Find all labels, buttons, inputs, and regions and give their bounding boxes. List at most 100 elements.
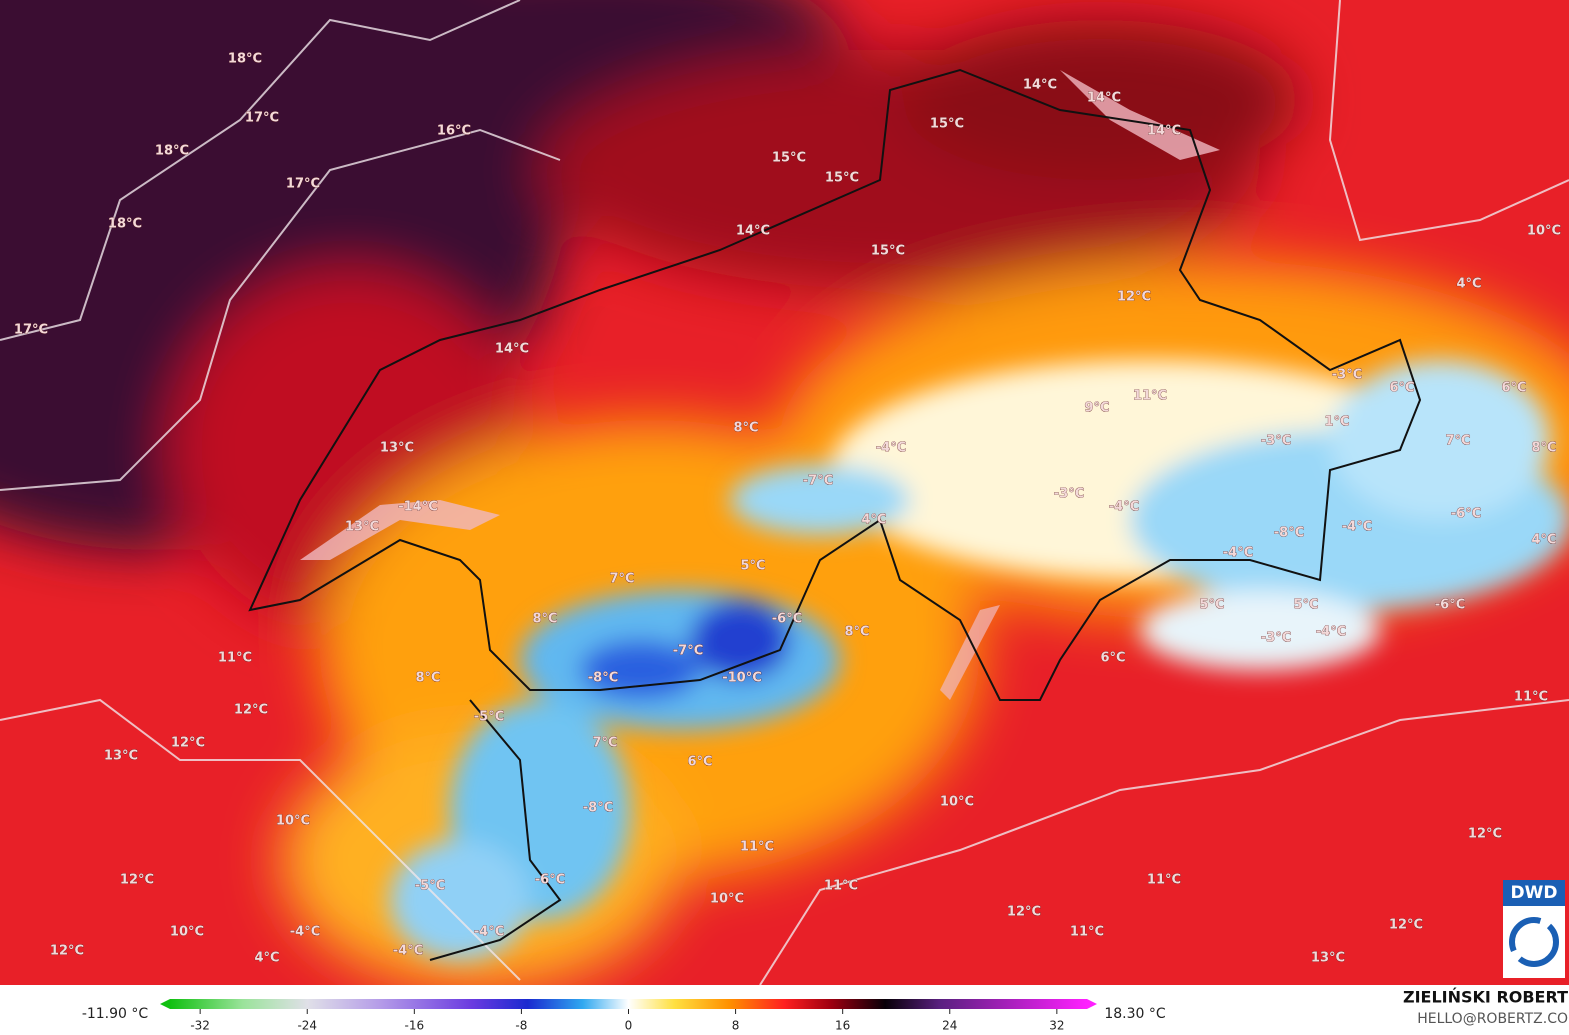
temperature-label: -4°C bbox=[1342, 520, 1372, 535]
temperature-label: 12°C bbox=[1389, 918, 1423, 933]
temperature-label: 10°C bbox=[170, 925, 204, 940]
temperature-label: -7°C bbox=[803, 474, 833, 489]
temperature-label: 15°C bbox=[825, 171, 859, 186]
temperature-label: 13°C bbox=[104, 749, 138, 764]
temperature-label: 18°C bbox=[108, 217, 142, 232]
colorbar-tick-label: -8 bbox=[515, 1019, 527, 1033]
temperature-label: 7°C bbox=[609, 572, 634, 587]
credit-contact: HELLO@ROBERTZ.CO bbox=[1417, 1011, 1568, 1027]
temperature-label: -8°C bbox=[583, 801, 613, 816]
temperature-label: 17°C bbox=[245, 111, 279, 126]
temperature-label: 8°C bbox=[532, 612, 557, 627]
temperature-label: -6°C bbox=[772, 612, 802, 627]
temperature-label: 12°C bbox=[1468, 827, 1502, 842]
temperature-label: -4°C bbox=[474, 925, 504, 940]
temperature-label: 5°C bbox=[1293, 598, 1318, 613]
temperature-label: 14°C bbox=[1147, 124, 1181, 139]
temperature-label: -4°C bbox=[290, 925, 320, 940]
temperature-label: 11°C bbox=[824, 879, 858, 894]
temperature-label: 14°C bbox=[1023, 78, 1057, 93]
temperature-label: 6°C bbox=[1389, 381, 1414, 396]
temperature-label: 10°C bbox=[276, 814, 310, 829]
temperature-label: 8°C bbox=[1531, 441, 1556, 456]
temperature-label: -3°C bbox=[1261, 434, 1291, 449]
temperature-label: 12°C bbox=[1007, 905, 1041, 920]
temperature-label: 4°C bbox=[861, 513, 886, 528]
colorbar-end bbox=[160, 999, 170, 1009]
temperature-label: 1°C bbox=[1324, 415, 1349, 430]
temperature-label: 6°C bbox=[1501, 381, 1526, 396]
dwd-logo-text: DWD bbox=[1511, 883, 1558, 903]
temperature-label: 13°C bbox=[380, 441, 414, 456]
temperature-label: 4°C bbox=[1531, 533, 1556, 548]
temperature-label: 11°C bbox=[218, 651, 252, 666]
temperature-label: -4°C bbox=[876, 441, 906, 456]
temperature-label: 12°C bbox=[120, 873, 154, 888]
temperature-label: -3°C bbox=[1261, 631, 1291, 646]
temperature-label: 4°C bbox=[254, 951, 279, 966]
temperature-label: 12°C bbox=[1117, 290, 1151, 305]
temperature-label: 13°C bbox=[1311, 951, 1345, 966]
temperature-label: 13°C bbox=[345, 520, 379, 535]
temperature-label: 10°C bbox=[710, 892, 744, 907]
temperature-label: 15°C bbox=[871, 244, 905, 259]
temperature-label: 5°C bbox=[740, 559, 765, 574]
temperature-label: 8°C bbox=[733, 421, 758, 436]
footer bbox=[0, 985, 1569, 1035]
temperature-label: 11°C bbox=[1514, 690, 1548, 705]
temperature-label: -5°C bbox=[474, 710, 504, 725]
temperature-label: 10°C bbox=[1527, 224, 1561, 239]
temperature-label: 7°C bbox=[1445, 434, 1470, 449]
temperature-label: 17°C bbox=[286, 177, 320, 192]
temperature-label: -3°C bbox=[1054, 487, 1084, 502]
temperature-label: 11°C bbox=[1133, 389, 1167, 404]
temperature-label: -6°C bbox=[1451, 507, 1481, 522]
colorbar-tick-label: 24 bbox=[942, 1019, 957, 1033]
temperature-label: -4°C bbox=[1316, 625, 1346, 640]
temperature-label: 11°C bbox=[1147, 873, 1181, 888]
colorbar-end bbox=[1087, 999, 1097, 1009]
temperature-field bbox=[0, 0, 1569, 985]
temperature-label: -6°C bbox=[1435, 598, 1465, 613]
temperature-label: 12°C bbox=[234, 703, 268, 718]
temperature-label: 12°C bbox=[171, 736, 205, 751]
temperature-label: 7°C bbox=[592, 736, 617, 751]
temperature-label: 11°C bbox=[740, 840, 774, 855]
temperature-label: 11°C bbox=[1070, 925, 1104, 940]
temperature-label: -4°C bbox=[393, 944, 423, 959]
temperature-label: 14°C bbox=[495, 342, 529, 357]
temperature-label: 10°C bbox=[940, 795, 974, 810]
colorbar-tick-label: -24 bbox=[297, 1019, 317, 1033]
temperature-label: 18°C bbox=[155, 144, 189, 159]
colorbar-tick-label: -16 bbox=[405, 1019, 425, 1033]
temperature-label: 9°C bbox=[1084, 401, 1109, 416]
temperature-label: 8°C bbox=[415, 671, 440, 686]
temperature-label: -4°C bbox=[1223, 546, 1253, 561]
temperature-label: 14°C bbox=[736, 224, 770, 239]
temperature-label: 6°C bbox=[1100, 651, 1125, 666]
colorbar-max: 18.30 °C bbox=[1104, 1006, 1166, 1022]
temperature-label: -10°C bbox=[722, 671, 762, 686]
temperature-label: -6°C bbox=[535, 873, 565, 888]
temperature-label: 17°C bbox=[14, 323, 48, 338]
temperature-label: 4°C bbox=[1456, 277, 1481, 292]
temperature-label: -8°C bbox=[588, 671, 618, 686]
colorbar-min: -11.90 °C bbox=[82, 1006, 149, 1022]
credit-name: ZIELIŃSKI ROBERT bbox=[1403, 988, 1568, 1007]
temperature-label: 15°C bbox=[930, 117, 964, 132]
colorbar-tick-label: 32 bbox=[1049, 1019, 1064, 1033]
colorbar-tick-label: 0 bbox=[625, 1019, 633, 1033]
temperature-label: 12°C bbox=[50, 944, 84, 959]
temperature-label: -7°C bbox=[673, 644, 703, 659]
colorbar-tick-label: -32 bbox=[190, 1019, 210, 1033]
colorbar-tick-label: 16 bbox=[835, 1019, 850, 1033]
temperature-label: 18°C bbox=[228, 52, 262, 67]
temperature-label: -14°C bbox=[398, 500, 438, 515]
temperature-label: 8°C bbox=[844, 625, 869, 640]
dwd-logo-swirl bbox=[1509, 917, 1559, 967]
temperature-label: 15°C bbox=[772, 151, 806, 166]
temperature-label: -5°C bbox=[415, 879, 445, 894]
colorbar bbox=[170, 999, 1087, 1009]
